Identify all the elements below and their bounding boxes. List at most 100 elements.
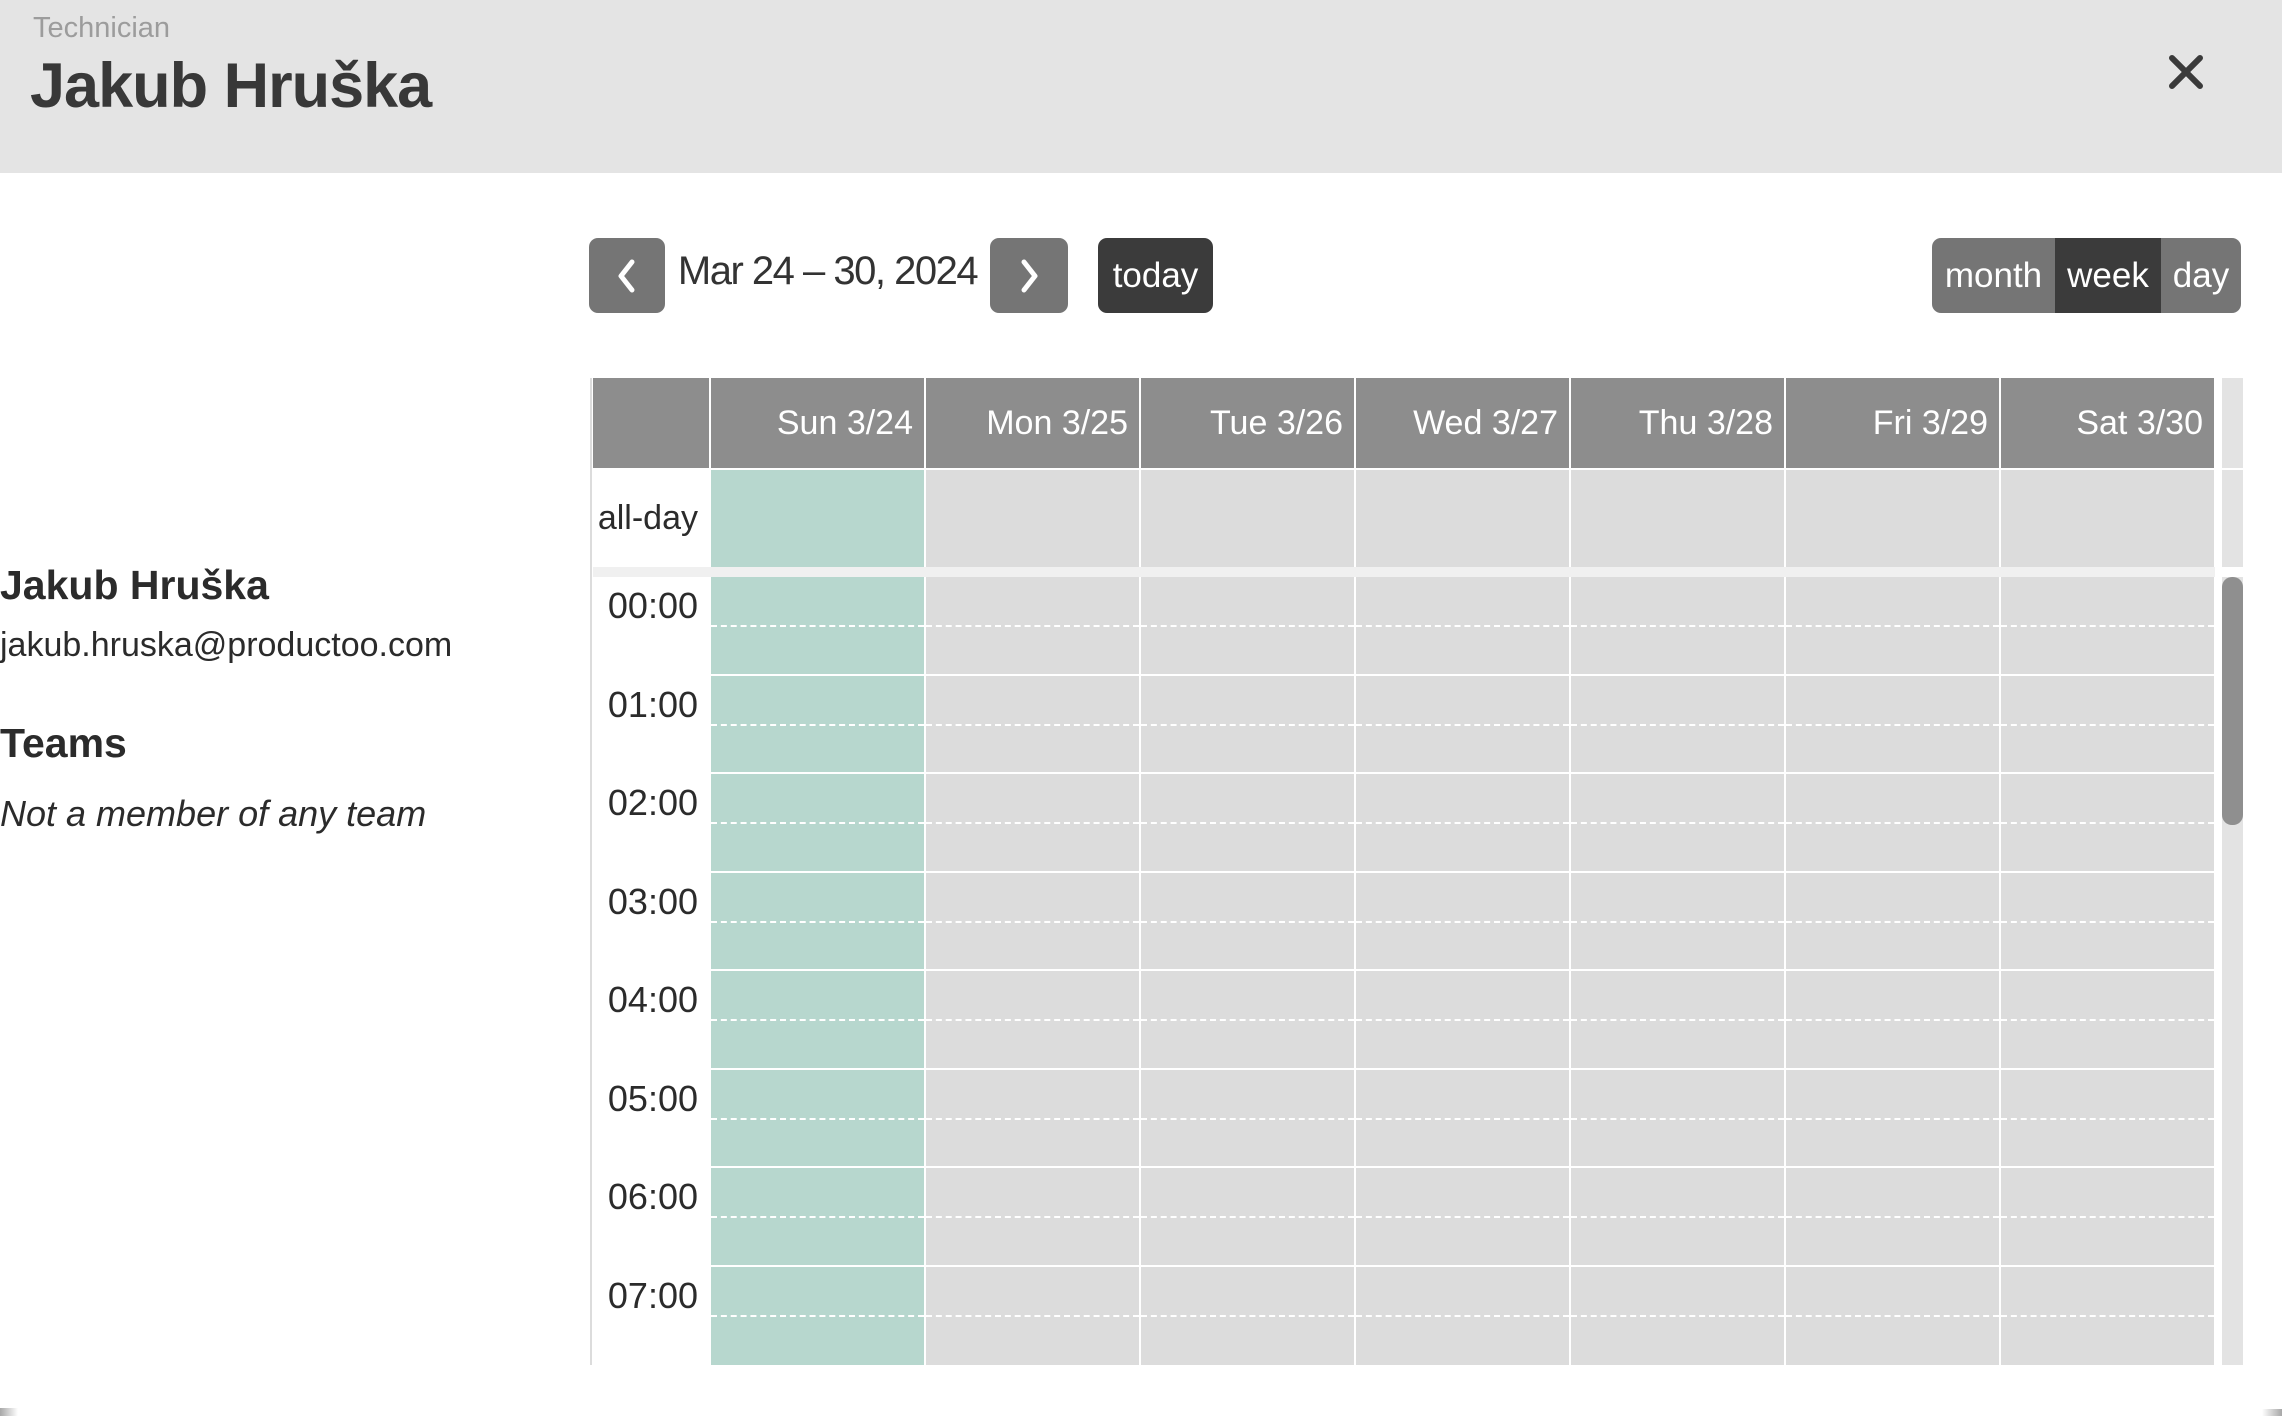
hour-cell[interactable] bbox=[926, 676, 1139, 774]
view-button-week[interactable]: week bbox=[2055, 238, 2161, 313]
day-column[interactable] bbox=[1786, 577, 1999, 1365]
day-column[interactable] bbox=[926, 577, 1139, 1365]
hour-cell[interactable] bbox=[2001, 971, 2214, 1070]
half-hour-line bbox=[926, 1314, 1139, 1317]
day-column[interactable] bbox=[1141, 577, 1354, 1365]
hour-cell[interactable] bbox=[1786, 774, 1999, 873]
hour-cell[interactable] bbox=[1786, 873, 1999, 971]
all-day-cell[interactable] bbox=[926, 470, 1139, 567]
all-day-cell[interactable] bbox=[2001, 470, 2214, 567]
teams-heading: Teams bbox=[0, 720, 127, 766]
hour-cell[interactable] bbox=[1571, 676, 1784, 774]
half-hour-line bbox=[1356, 920, 1569, 923]
hour-cell[interactable] bbox=[1141, 676, 1354, 774]
view-button-day[interactable]: day bbox=[2161, 238, 2241, 313]
view-button-month[interactable]: month bbox=[1932, 238, 2055, 313]
day-column[interactable] bbox=[2001, 577, 2214, 1365]
half-hour-line bbox=[1141, 1216, 1354, 1218]
half-hour-line bbox=[1571, 1117, 1784, 1120]
hour-cell[interactable] bbox=[2001, 1070, 2214, 1168]
hour-cell[interactable] bbox=[2001, 1267, 2214, 1366]
hour-cell[interactable] bbox=[1356, 971, 1569, 1070]
hour-cell[interactable] bbox=[1356, 774, 1569, 873]
scrollbar-gutter-header bbox=[2222, 378, 2243, 468]
half-hour-line bbox=[711, 1117, 924, 1120]
vertical-scrollbar-thumb[interactable] bbox=[2222, 577, 2243, 825]
hour-cell[interactable] bbox=[1571, 971, 1784, 1070]
profile-name: Jakub Hruška bbox=[0, 562, 269, 608]
prev-week-button[interactable] bbox=[589, 238, 665, 313]
day-header-cell: Mon 3/25 bbox=[926, 378, 1139, 468]
time-label: 07:00 bbox=[607, 1274, 698, 1316]
page-title: Jakub Hruška bbox=[30, 51, 432, 121]
hour-cell[interactable] bbox=[926, 1267, 1139, 1366]
hour-cell[interactable] bbox=[1571, 774, 1784, 873]
all-day-cell[interactable] bbox=[1571, 470, 1784, 567]
today-button[interactable]: today bbox=[1098, 238, 1213, 313]
vertical-scrollbar-track[interactable] bbox=[2222, 577, 2243, 1365]
hour-cell[interactable] bbox=[1141, 1168, 1354, 1267]
day-column[interactable] bbox=[1571, 577, 1784, 1365]
half-hour-line bbox=[1141, 625, 1354, 627]
hour-cell[interactable] bbox=[926, 577, 1139, 676]
hour-cell[interactable] bbox=[1786, 676, 1999, 774]
all-day-cell[interactable] bbox=[1141, 470, 1354, 567]
time-label: 00:00 bbox=[607, 585, 698, 626]
hour-cell[interactable] bbox=[1571, 577, 1784, 676]
hour-cell[interactable] bbox=[711, 1070, 924, 1168]
hour-cell[interactable] bbox=[1141, 1267, 1354, 1366]
hour-cell[interactable] bbox=[1786, 1070, 1999, 1168]
hour-cell[interactable] bbox=[1571, 1267, 1784, 1366]
hour-cell[interactable] bbox=[2001, 577, 2214, 676]
close-button[interactable] bbox=[2152, 38, 2220, 106]
hour-cell[interactable] bbox=[1141, 577, 1354, 676]
hour-cell[interactable] bbox=[926, 971, 1139, 1070]
hour-cell[interactable] bbox=[1141, 873, 1354, 971]
profile-email: jakub.hruska@productoo.com bbox=[0, 626, 453, 664]
hour-cell[interactable] bbox=[1356, 1267, 1569, 1366]
half-hour-line bbox=[711, 1216, 924, 1218]
half-hour-line bbox=[2001, 625, 2214, 627]
hour-cell[interactable] bbox=[1356, 1168, 1569, 1267]
axis-header-cell bbox=[593, 378, 709, 468]
hour-cell[interactable] bbox=[1571, 873, 1784, 971]
all-day-row: all-day bbox=[593, 470, 2243, 567]
hour-cell[interactable] bbox=[926, 1070, 1139, 1168]
all-day-cell[interactable] bbox=[711, 470, 924, 567]
calendar-header-row: Sun 3/24 Mon 3/25 Tue 3/26 Wed 3/27 Thu 3/28… bbox=[593, 378, 2243, 468]
hour-cell[interactable] bbox=[1356, 1070, 1569, 1168]
day-column[interactable] bbox=[711, 577, 924, 1365]
hour-cell[interactable] bbox=[1786, 1168, 1999, 1267]
hour-cell[interactable] bbox=[1786, 1267, 1999, 1366]
hour-cell[interactable] bbox=[711, 1168, 924, 1267]
hour-cell[interactable] bbox=[1141, 1070, 1354, 1168]
hour-cell[interactable] bbox=[1571, 1070, 1784, 1168]
hour-cell[interactable] bbox=[1786, 577, 1999, 676]
hour-cell[interactable] bbox=[1571, 1168, 1784, 1267]
hour-cell[interactable] bbox=[2001, 873, 2214, 971]
day-column[interactable] bbox=[1356, 577, 1569, 1365]
hour-cell[interactable] bbox=[711, 971, 924, 1070]
hour-cell[interactable] bbox=[1786, 971, 1999, 1070]
hour-cell[interactable] bbox=[1141, 971, 1354, 1070]
hour-cell[interactable] bbox=[711, 1267, 924, 1366]
hour-cell[interactable] bbox=[711, 873, 924, 971]
hour-cell[interactable] bbox=[926, 873, 1139, 971]
hour-cell[interactable] bbox=[711, 774, 924, 873]
all-day-cell[interactable] bbox=[1786, 470, 1999, 567]
hour-cell[interactable] bbox=[711, 577, 924, 676]
hour-cell[interactable] bbox=[1141, 774, 1354, 873]
time-label: 05:00 bbox=[607, 1077, 698, 1119]
hour-cell[interactable] bbox=[1356, 577, 1569, 676]
half-hour-line bbox=[1786, 822, 1999, 824]
hour-cell[interactable] bbox=[1356, 873, 1569, 971]
hour-cell[interactable] bbox=[2001, 1168, 2214, 1267]
hour-cell[interactable] bbox=[1356, 676, 1569, 774]
all-day-cell[interactable] bbox=[1356, 470, 1569, 567]
hour-cell[interactable] bbox=[926, 1168, 1139, 1267]
next-week-button[interactable] bbox=[990, 238, 1068, 313]
hour-cell[interactable] bbox=[2001, 774, 2214, 873]
hour-cell[interactable] bbox=[926, 774, 1139, 873]
hour-cell[interactable] bbox=[711, 676, 924, 774]
hour-cell[interactable] bbox=[2001, 676, 2214, 774]
